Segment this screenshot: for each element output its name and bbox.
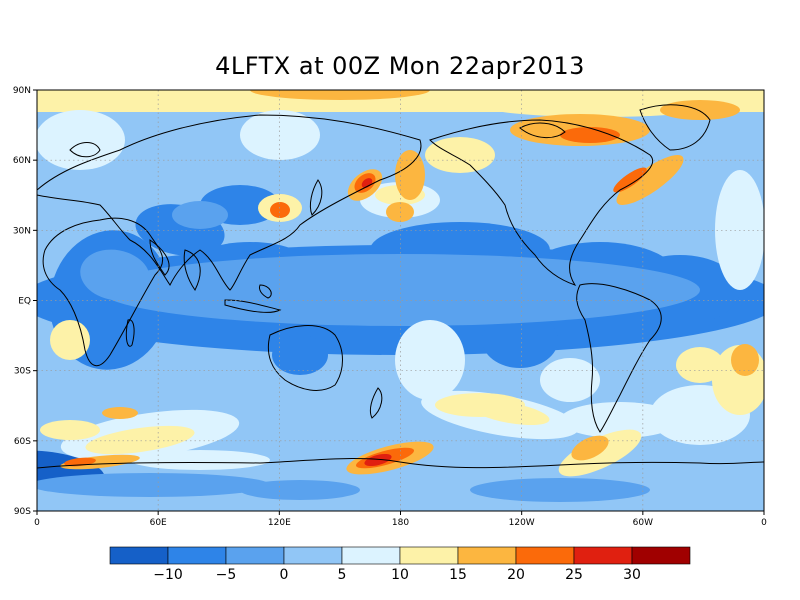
colorbar-label: 25 bbox=[565, 567, 583, 583]
longitude-tick-label: 120E bbox=[268, 518, 291, 528]
contour-region bbox=[660, 100, 740, 120]
colorbar-label: 5 bbox=[338, 567, 347, 583]
colorbar-swatch bbox=[225, 546, 285, 565]
contour-region bbox=[482, 312, 558, 368]
colorbar-swatch bbox=[457, 546, 517, 565]
longitude-tick-label: 0 bbox=[34, 518, 40, 528]
latitude-tick-label: 60N bbox=[13, 156, 31, 166]
colorbar-swatch bbox=[283, 546, 343, 565]
coastline bbox=[519, 122, 566, 138]
contour-region bbox=[435, 393, 525, 417]
coastline bbox=[149, 239, 170, 276]
colorbar-label: 0 bbox=[280, 567, 289, 583]
latitude-tick-label: 90N bbox=[13, 86, 31, 96]
contour-region bbox=[40, 420, 100, 440]
coastline bbox=[42, 217, 164, 367]
longitude-tick-label: 0 bbox=[761, 518, 767, 528]
contour-region bbox=[85, 425, 195, 455]
contour-region bbox=[454, 0, 666, 60]
colorbar-swatch bbox=[573, 546, 633, 565]
coastline bbox=[125, 319, 135, 347]
coastlines bbox=[37, 104, 764, 511]
latitude-tick-label: 30S bbox=[14, 367, 31, 377]
contour-region bbox=[37, 473, 270, 497]
coastline bbox=[309, 179, 323, 216]
contour-region bbox=[250, 90, 430, 100]
contour-region bbox=[540, 358, 600, 402]
coastline bbox=[37, 114, 422, 291]
colorbar-swatch bbox=[399, 546, 459, 565]
longitude-tick-label: 120W bbox=[509, 518, 535, 528]
coastline bbox=[69, 142, 101, 158]
colorbar-label: −5 bbox=[216, 567, 237, 583]
coastline bbox=[369, 387, 383, 419]
contour-region bbox=[613, 167, 647, 193]
colorbar: −10 −5 0 5 10 15 20 25 30 bbox=[109, 546, 691, 583]
map-title: 4LFTX at 00Z Mon 22apr2013 bbox=[215, 52, 585, 80]
contour-region bbox=[240, 480, 360, 500]
coastline bbox=[429, 119, 653, 286]
contour-region bbox=[37, 110, 125, 170]
contour-region bbox=[272, 335, 328, 375]
latitude-tick-label: 30N bbox=[13, 226, 31, 236]
contour-region bbox=[470, 478, 650, 502]
contour-region bbox=[80, 249, 150, 301]
colorbar-swatch bbox=[341, 546, 401, 565]
contour-region bbox=[395, 320, 465, 400]
latitude-tick-label: 90S bbox=[14, 507, 31, 517]
colorbar-label: 15 bbox=[449, 567, 467, 583]
longitude-tick-label: 60W bbox=[633, 518, 653, 528]
longitude-tick-label: 180 bbox=[392, 518, 409, 528]
colorbar-swatch bbox=[515, 546, 575, 565]
contour-region bbox=[560, 402, 680, 438]
latitude-tick-label: 60S bbox=[14, 437, 31, 447]
contour-region bbox=[50, 320, 90, 360]
colorbar-swatch bbox=[167, 546, 227, 565]
colorbar-swatch bbox=[631, 546, 691, 565]
contour-region bbox=[676, 347, 724, 383]
contour-region bbox=[364, 453, 392, 467]
contour-region bbox=[575, 268, 665, 312]
colorbar-label: 30 bbox=[623, 567, 641, 583]
latitude-tick-label: EQ bbox=[18, 297, 31, 307]
contour-region bbox=[571, 435, 609, 461]
contour-region bbox=[425, 137, 495, 173]
coastline bbox=[259, 284, 272, 299]
contour-region bbox=[731, 344, 759, 376]
coastline bbox=[639, 104, 711, 151]
colorbar-label: 10 bbox=[391, 567, 409, 583]
contour-region bbox=[616, 155, 684, 205]
colorbar-label: −10 bbox=[153, 567, 183, 583]
coastline bbox=[37, 457, 764, 511]
coastline bbox=[576, 283, 662, 433]
contour-region bbox=[102, 407, 138, 419]
contour-region bbox=[270, 202, 290, 218]
contour-region bbox=[240, 110, 320, 160]
contour-region bbox=[130, 450, 270, 470]
coastline bbox=[183, 249, 201, 291]
contour-region bbox=[560, 127, 620, 143]
contour-region bbox=[386, 202, 414, 222]
longitude-tick-label: 60E bbox=[150, 518, 167, 528]
lifted-index-field bbox=[37, 0, 764, 511]
coastline bbox=[224, 299, 282, 313]
contour-region bbox=[37, 90, 190, 102]
contour-region bbox=[480, 93, 720, 117]
contour-region bbox=[395, 150, 425, 200]
contour-region bbox=[172, 201, 228, 229]
colorbar-label: 20 bbox=[507, 567, 525, 583]
contour-region bbox=[101, 0, 300, 70]
colorbar-swatch bbox=[109, 546, 169, 565]
